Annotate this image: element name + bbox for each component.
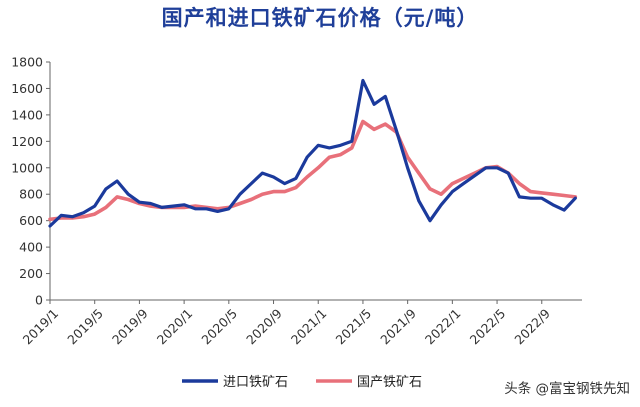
y-tick-label: 800: [19, 187, 43, 202]
y-tick-label: 1600: [11, 81, 43, 96]
x-tick-label: 2019/1: [20, 306, 62, 348]
x-axis-ticks: 2019/1 2019/5 2019/9 2020/1 2020/5 2020/9 2021…: [20, 300, 553, 348]
series-line-domestic: [48, 119, 578, 222]
x-tick-label: 2022/1: [422, 306, 464, 348]
y-tick-label: 400: [19, 240, 43, 255]
y-tick-label: 1200: [11, 134, 43, 149]
chart-title: 国产和进口铁矿石价格（元/吨）: [161, 6, 479, 30]
y-tick-label: 600: [19, 213, 43, 228]
x-tick-label: 2020/1: [154, 306, 196, 348]
legend-label-domestic: 国产铁矿石: [357, 375, 422, 390]
y-tick-label: 1800: [11, 55, 43, 70]
x-tick-label: 2021/5: [333, 306, 375, 348]
x-tick-label: 2019/5: [64, 306, 106, 348]
y-tick-label: 0: [35, 293, 43, 308]
x-tick-label: 2022/9: [511, 306, 553, 348]
x-tick-label: 2020/5: [198, 306, 240, 348]
legend: 进口铁矿石 国产铁矿石: [182, 375, 422, 390]
x-tick-label: 2021/9: [377, 306, 419, 348]
y-tick-label: 1400: [11, 107, 43, 122]
y-axis-ticks: 0 200 400 600 800 1000 1200 1400 1600 1800: [11, 55, 50, 308]
y-tick-label: 200: [19, 266, 43, 281]
y-tick-label: 1000: [11, 160, 43, 175]
x-tick-label: 2022/5: [467, 306, 509, 348]
chart-axes: [49, 62, 582, 301]
series-lines: [48, 78, 578, 228]
x-tick-label: 2021/1: [288, 306, 330, 348]
x-tick-label: 2019/9: [109, 306, 151, 348]
x-tick-label: 2020/9: [243, 306, 285, 348]
watermark-text: 头条 @富宝钢铁先知: [504, 381, 630, 397]
series-line-imported: [48, 78, 577, 228]
legend-label-imported: 进口铁矿石: [223, 375, 288, 390]
